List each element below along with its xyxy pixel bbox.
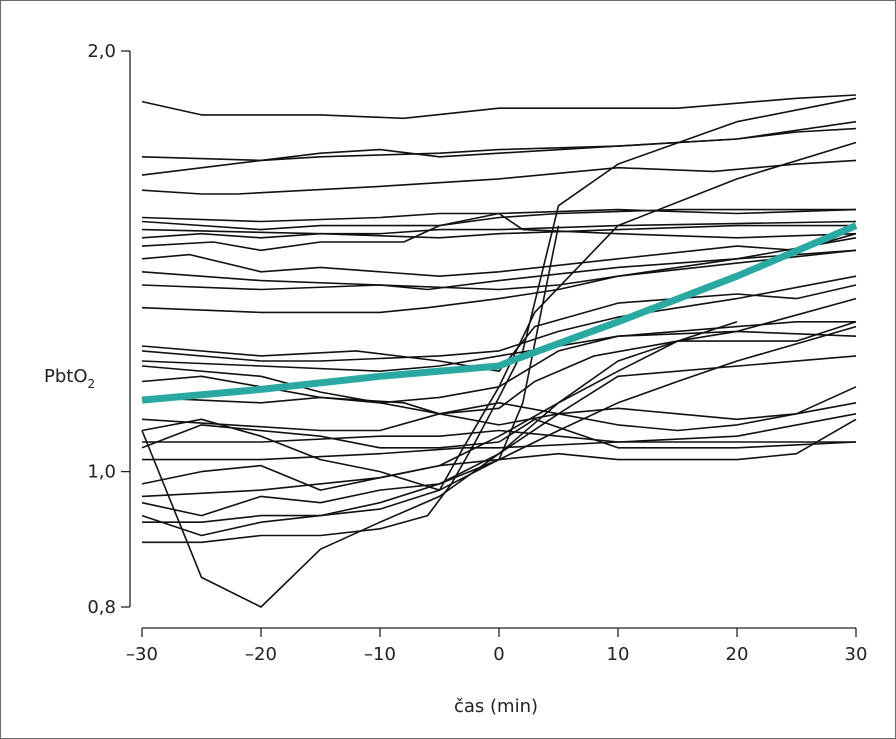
individual-series-line: [141, 275, 857, 362]
y-tick-label: 1,0: [87, 462, 116, 483]
individual-series-line: [142, 413, 857, 461]
y-axis-title-subscript: 2: [88, 377, 96, 391]
x-tick-label: 20: [726, 644, 749, 665]
ticks: –30 –20 –10 0 10 20 30 0,8 1,0 2,0: [87, 41, 867, 665]
x-axis-title: čas (min): [454, 696, 538, 717]
individual-series-line: [141, 141, 857, 491]
individual-series-line: [141, 94, 857, 120]
x-tick-label: –10: [364, 644, 396, 665]
individual-series-line: [141, 120, 857, 162]
individual-series-line: [141, 401, 857, 432]
individual-series-line: [141, 224, 856, 239]
individual-series-line: [141, 127, 857, 176]
x-tick-label: –30: [126, 644, 158, 665]
x-tick-label: 0: [493, 644, 504, 665]
individual-lines: [141, 94, 857, 608]
individual-series-line: [141, 159, 857, 195]
y-tick-label: 2,0: [87, 41, 116, 62]
individual-series-line: [141, 297, 857, 498]
individual-series-line: [141, 249, 857, 291]
individual-series-line: [141, 249, 857, 314]
y-tick-label: 0,8: [87, 597, 116, 618]
mean-series-line: [141, 222, 858, 404]
individual-series-line: [142, 225, 560, 524]
individual-series-line: [141, 212, 857, 252]
x-tick-label: –20: [245, 644, 277, 665]
individual-series-line: [141, 418, 857, 491]
individual-series-line: [141, 325, 857, 517]
mean-line-layer: [141, 222, 858, 404]
individual-series-line: [141, 208, 857, 223]
individual-series-line: [141, 321, 738, 608]
individual-series-line: [141, 418, 857, 449]
individual-series-line: [141, 237, 857, 291]
individual-series-line: [141, 232, 857, 278]
y-axis-title-main: PbtO: [44, 366, 88, 387]
individual-series-line: [141, 220, 857, 235]
y-axis-title: PbtO2: [44, 366, 95, 391]
individual-series-line: [142, 97, 857, 544]
individual-series-line: [141, 355, 857, 537]
x-tick-label: 30: [845, 644, 868, 665]
x-tick-label: 10: [607, 644, 630, 665]
individual-series-line: [141, 320, 856, 373]
